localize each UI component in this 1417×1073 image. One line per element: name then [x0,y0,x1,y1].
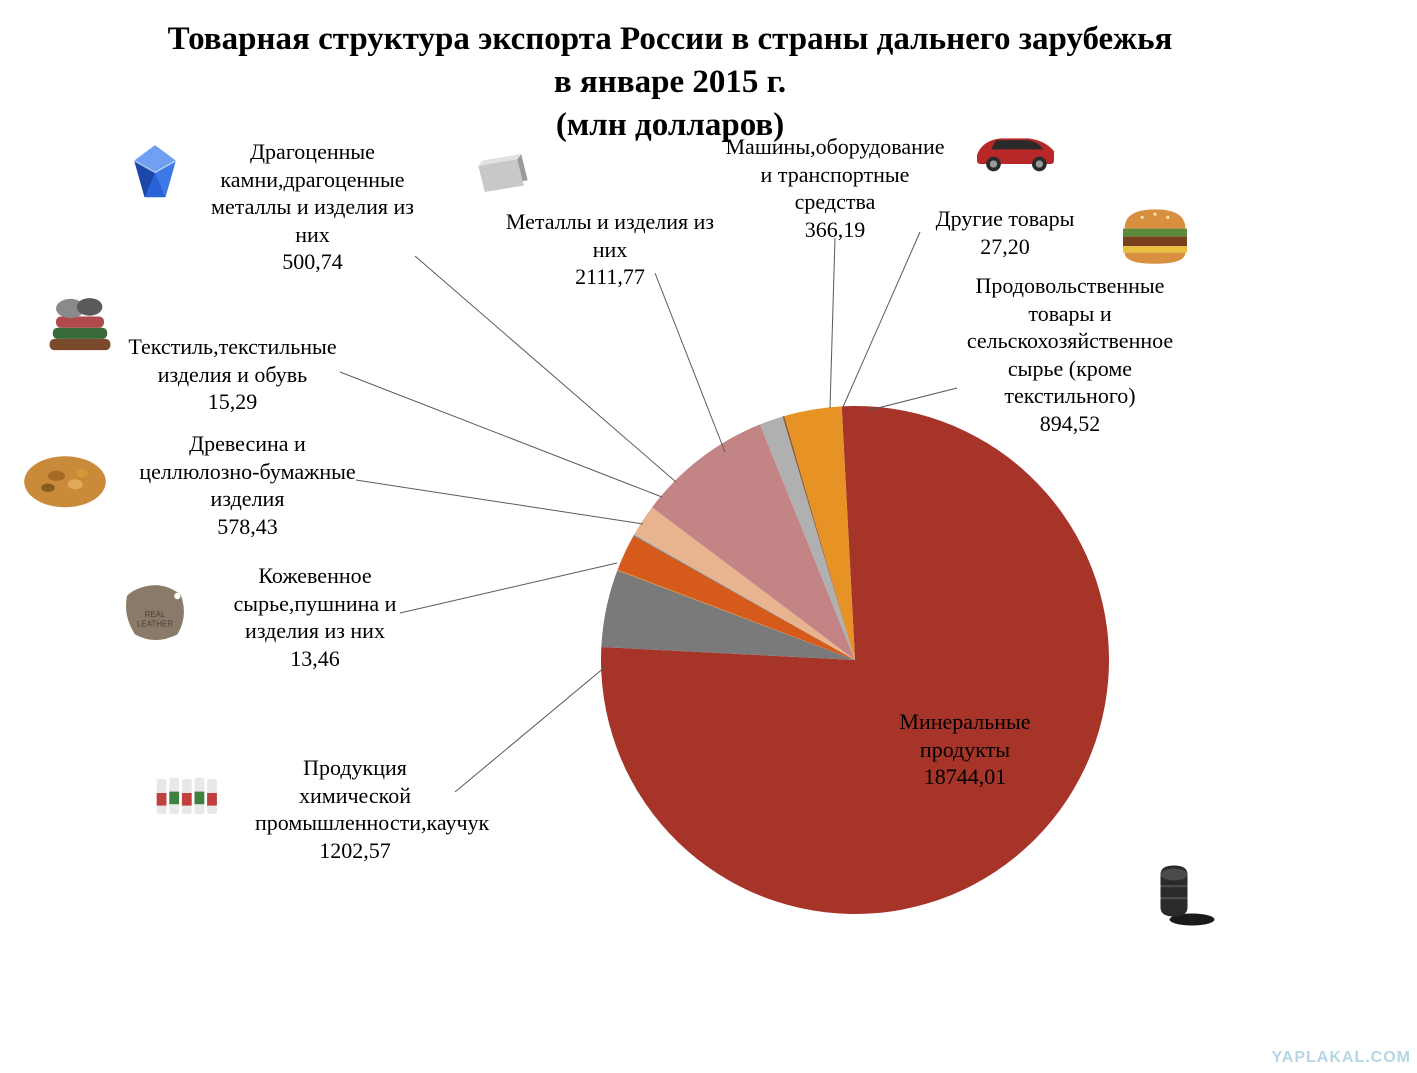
leader-line-leather [400,563,617,613]
wood-icon [10,435,120,520]
diamond-icon [120,140,190,205]
slice-label-other: Другие товары 27,20 [930,205,1080,260]
slice-label-machines: Машины,оборудование и транспортные средс… [720,133,950,243]
metal-icon [458,140,548,205]
watermark: YAPLAKAL.COM [1272,1049,1411,1067]
leader-line-chemicals [455,667,605,792]
burger-icon [1100,195,1210,275]
slice-label-chemicals: Продукция химической промышленности,кауч… [255,754,455,864]
leather-icon: REAL LEATHER [105,572,205,652]
slice-label-wood: Древесина и целлюлозно-бумажные изделия … [135,430,360,540]
slice-label-gems: Драгоценные камни,драгоценные металлы и … [205,138,420,276]
fabric-icon [40,290,120,375]
leader-line-food [870,388,957,410]
leader-line-machines [830,238,835,408]
svg-text:REAL: REAL [145,610,166,619]
slice-label-textile: Текстиль,текстильные изделия и обувь 15,… [125,333,340,416]
leader-line-metals [655,273,725,452]
car-icon [968,120,1063,175]
oil-barrel-icon [1135,855,1225,930]
leader-line-other [843,232,920,407]
bottles-icon [130,758,245,828]
watermark-text: YAPLAKAL.COM [1272,1049,1411,1066]
svg-text:LEATHER: LEATHER [137,619,174,628]
slice-label-minerals: Минеральные продукты 18744,01 [870,708,1060,791]
slice-label-food: Продовольственные товары и сельскохозяйс… [965,272,1175,437]
leader-line-textile [340,372,662,497]
slice-label-metals: Металлы и изделия из них 2111,77 [500,208,720,291]
leader-line-wood [356,480,643,524]
slice-label-leather: Кожевенное сырье,пушнина и изделия из ни… [220,562,410,672]
